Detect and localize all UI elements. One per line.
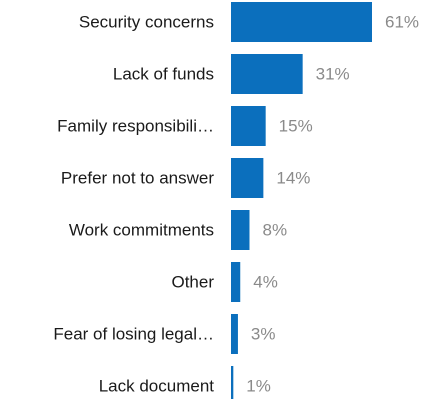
- category-label-work-commitments: Work commitments: [69, 221, 214, 240]
- category-label-family-responsibili: Family responsibili…: [57, 117, 214, 136]
- bar-security-concerns: [231, 2, 372, 42]
- value-label-work-commitments: 8%: [262, 221, 287, 240]
- category-label-security-concerns: Security concerns: [79, 13, 214, 32]
- category-label-lack-document: Lack document: [99, 377, 215, 396]
- category-label-lack-of-funds: Lack of funds: [113, 65, 214, 84]
- value-label-fear-of-losing-legal: 3%: [251, 325, 276, 344]
- value-label-other: 4%: [253, 273, 278, 292]
- bar-other: [231, 262, 241, 302]
- category-label-fear-of-losing-legal: Fear of losing legal…: [53, 325, 214, 344]
- value-labels: 61% 31% 15% 14% 8% 4% 3% 1%: [246, 13, 419, 396]
- value-label-prefer-not-to-answer: 14%: [276, 169, 310, 188]
- bar-work-commitments: [231, 210, 250, 250]
- value-label-lack-of-funds: 31%: [316, 65, 350, 84]
- bar-fear-of-losing-legal: [231, 314, 238, 354]
- value-label-family-responsibili: 15%: [279, 117, 313, 136]
- category-labels: Security concerns Lack of funds Family res…: [53, 13, 214, 396]
- category-label-prefer-not-to-answer: Prefer not to answer: [61, 169, 214, 188]
- value-label-lack-document: 1%: [246, 377, 271, 396]
- bar-prefer-not-to-answer: [231, 158, 264, 198]
- category-label-other: Other: [171, 273, 214, 292]
- bar-lack-document: [231, 366, 234, 399]
- bars: [231, 2, 372, 399]
- bar-family-responsibili: [231, 106, 266, 146]
- bar-lack-of-funds: [231, 54, 303, 94]
- value-label-security-concerns: 61%: [385, 13, 419, 32]
